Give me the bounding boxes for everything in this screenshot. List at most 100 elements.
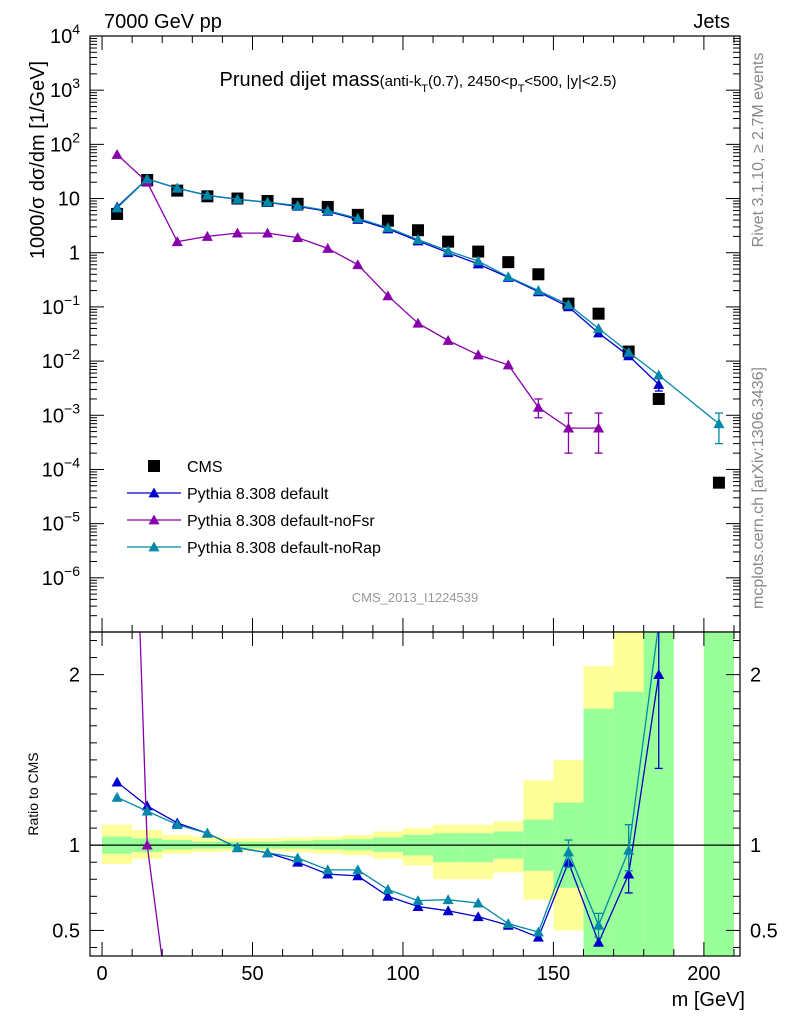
data-point [141, 173, 153, 184]
y-tick-label: 10 [58, 189, 80, 211]
series-line [116, 178, 660, 385]
data-point [201, 189, 213, 200]
legend-marker [148, 514, 160, 525]
ratio-plot-area [90, 618, 740, 956]
legend-label: CMS [187, 459, 223, 476]
cms-point [652, 392, 665, 405]
legend-item: Pythia 8.308 default-noRap [127, 540, 381, 557]
ratio-point [111, 776, 123, 787]
ratio-point [382, 890, 394, 901]
header-right: Jets [693, 11, 730, 33]
data-point [262, 196, 274, 207]
ratio-point [653, 618, 664, 628]
cms-point [381, 214, 394, 227]
x-tick-label: 50 [241, 963, 263, 985]
ratio-point [382, 883, 394, 894]
y-tick-base: 10 [58, 189, 80, 211]
legend-item: Pythia 8.308 default [127, 486, 329, 503]
legend-item: Pythia 8.308 default-noFsr [127, 513, 375, 530]
series-pythia-8-308-default [111, 173, 665, 392]
y-tick-base: 10 [42, 351, 64, 373]
y-tick-exponent: −6 [64, 563, 80, 579]
main-plot-area [111, 149, 725, 489]
x-tick-label: 150 [537, 963, 570, 985]
mcplots-label: mcplots.cern.ch [arXiv:1306.3436] [750, 367, 767, 609]
ratio-point [472, 897, 484, 908]
main-y-label: 1000/σ dσ/dm [1/GeV] [27, 61, 49, 259]
data-point [382, 222, 394, 233]
ratio-point [412, 895, 424, 905]
ratio-point [532, 926, 544, 937]
y-tick-base: 10 [42, 405, 64, 427]
data-point [502, 271, 514, 282]
data-point [412, 234, 424, 244]
y-tick-base: 10 [42, 568, 64, 590]
x-tick-label: 200 [687, 963, 720, 985]
ratio-axes: 0 50 100 150 200 0.5 0.5 1 1 2 2 [52, 632, 778, 985]
series-cms [111, 173, 725, 489]
ratio-point [352, 864, 364, 875]
ratio-point [141, 839, 153, 850]
y-tick-base: 10 [42, 297, 64, 319]
y-tick-label: 10−3 [42, 400, 80, 427]
ratio-point [532, 931, 544, 942]
cms-point [412, 224, 425, 237]
ratio-point [231, 842, 243, 853]
title-sub-end: <500, |y|<2.5) [524, 73, 616, 90]
top-series [111, 149, 725, 489]
y-tick-base: 10 [42, 514, 64, 536]
ratio-point [593, 919, 605, 930]
ratio-line [139, 632, 163, 956]
y-tick-label: 10−4 [42, 454, 80, 481]
x-tick-label: 0 [96, 963, 107, 985]
data-point [171, 236, 183, 247]
data-point [171, 182, 183, 193]
y-tick-base: 10 [50, 134, 72, 156]
legend: CMS Pythia 8.308 default Pythia 8.308 defa… [127, 459, 381, 557]
title-sub: (anti-k [380, 73, 422, 90]
data-point [653, 369, 665, 380]
ratio-y-tick-label-right: 0.5 [750, 920, 778, 942]
y-tick-label: 102 [50, 129, 80, 156]
data-point [653, 378, 665, 389]
ratio-point [623, 868, 635, 879]
ratio-point [593, 936, 605, 947]
data-point [231, 193, 243, 204]
data-point [502, 359, 514, 370]
y-tick-exponent: −3 [64, 400, 80, 416]
data-point [292, 200, 304, 211]
ratio-y-tick-label: 0.5 [52, 920, 80, 942]
ratio-point [171, 819, 183, 830]
data-point [713, 418, 725, 429]
ratio-point [262, 847, 274, 858]
uncertainty-band-inner [433, 833, 464, 863]
data-point [352, 212, 364, 223]
ratio-point [442, 905, 454, 916]
y-tick-exponent: 2 [72, 129, 80, 145]
data-point [472, 349, 484, 360]
ratio-point [141, 805, 153, 816]
ratio-point [201, 827, 213, 838]
data-point [322, 205, 334, 215]
y-tick-label: 10−2 [42, 346, 80, 373]
ratio-point [502, 918, 514, 928]
uncertainty-band-inner [463, 833, 494, 863]
data-point [382, 290, 394, 301]
svg-text:Pruned dijet mass(anti-kT(0.7): Pruned dijet mass(anti-kT(0.7), 2450<pT<… [220, 69, 617, 95]
ratio-point [562, 846, 574, 857]
title-main: Pruned dijet mass [220, 69, 380, 91]
ratio-y-tick-label-right: 2 [750, 665, 761, 687]
data-point [562, 422, 574, 433]
ratio-y-label: Ratio to CMS [25, 752, 41, 835]
main-title: Pruned dijet mass(anti-kT(0.7), 2450<pT<… [220, 69, 617, 95]
ratio-point [141, 800, 153, 811]
y-tick-exponent: −2 [64, 346, 80, 362]
data-point [593, 422, 605, 433]
y-tick-label: 10−1 [42, 292, 80, 319]
ratio-y-tick-label: 2 [69, 665, 80, 687]
legend-marker [148, 487, 160, 498]
ratio-point [653, 669, 665, 680]
ratio-point [442, 894, 454, 905]
y-tick-base: 10 [42, 459, 64, 481]
